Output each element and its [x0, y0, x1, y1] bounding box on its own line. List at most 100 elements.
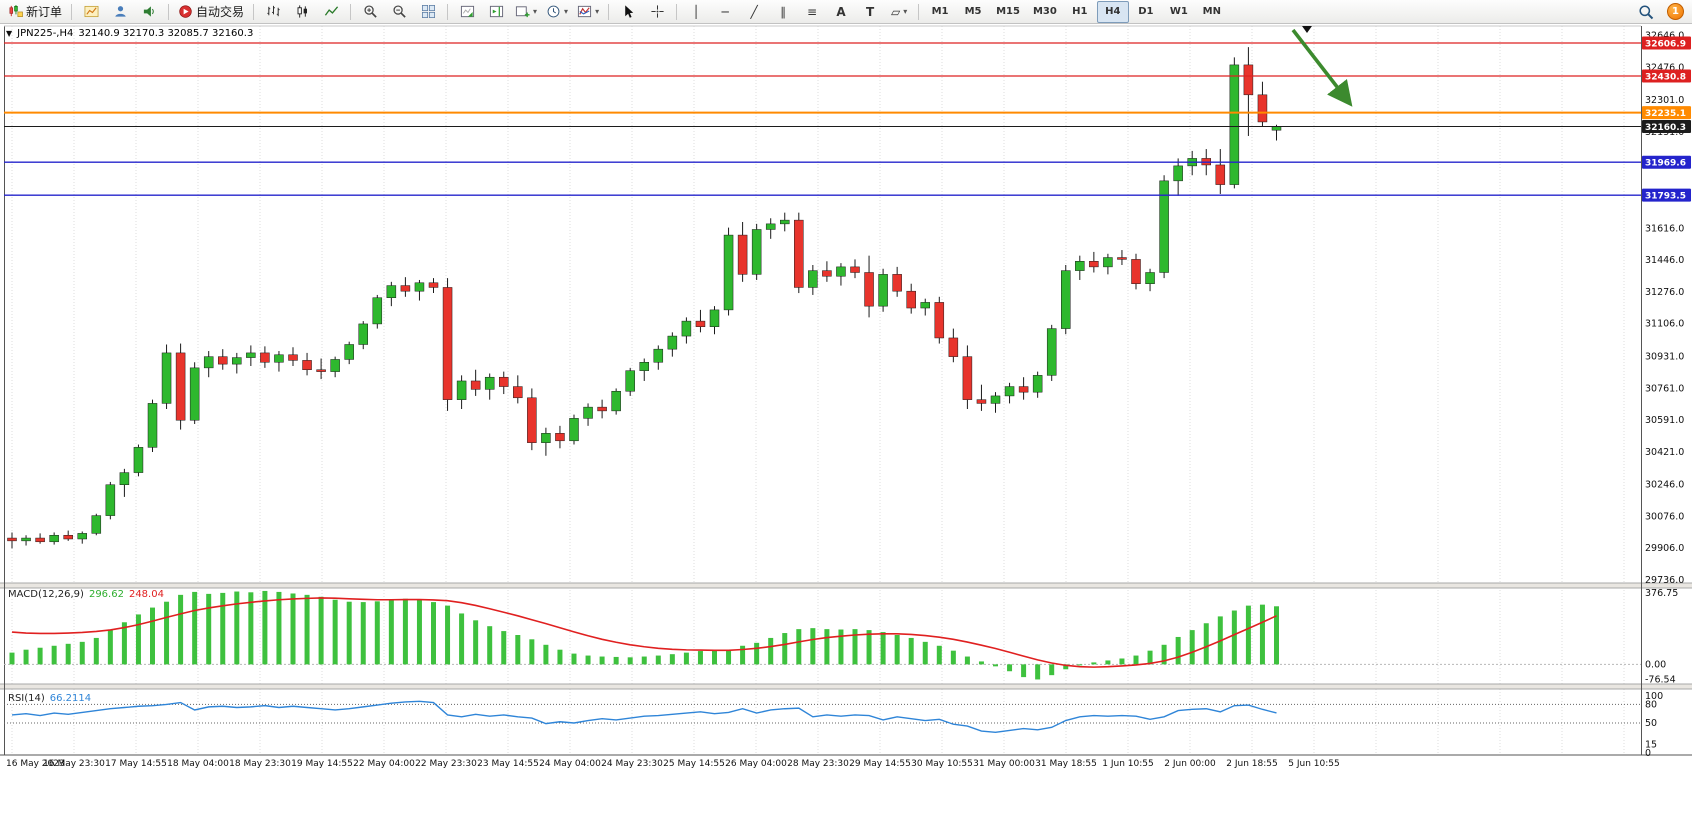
arrows-button[interactable]: ▱ ▾ [885, 1, 913, 23]
new-chart-button[interactable]: ▾ [511, 1, 541, 23]
svg-text:30421.0: 30421.0 [1645, 447, 1684, 458]
toolbar-separator [608, 3, 610, 20]
zoom-out-button[interactable] [385, 1, 413, 23]
timeframe-m1[interactable]: M1 [924, 1, 956, 23]
indicators-button[interactable]: ▾ [573, 1, 603, 23]
svg-text:24 May 04:00: 24 May 04:00 [539, 759, 601, 769]
horizontal-line-icon: ─ [721, 4, 729, 19]
indicators-icon [577, 4, 592, 19]
alerts-button[interactable] [135, 1, 163, 23]
new-order-button-label: 新订单 [26, 5, 63, 19]
trend-arrow-annotation[interactable] [1291, 26, 1353, 107]
chart-shift-icon [489, 4, 504, 19]
cursor-icon [621, 4, 636, 19]
profile-icon [113, 4, 128, 19]
svg-text:29 May 14:55: 29 May 14:55 [849, 759, 911, 769]
svg-text:80: 80 [1645, 699, 1657, 710]
macd-pane [4, 590, 1641, 680]
periods-button[interactable]: ▾ [542, 1, 572, 23]
one-click-trading-icon[interactable]: ▼ [6, 28, 13, 38]
svg-text:31793.5: 31793.5 [1645, 192, 1686, 202]
new-order-icon [8, 4, 23, 19]
zoom-in-button[interactable] [356, 1, 384, 23]
autotrade-button-label: 自动交易 [196, 5, 245, 19]
timeframe-m15-label: M15 [996, 6, 1020, 17]
timeframe-m30[interactable]: M30 [1027, 1, 1063, 23]
label-button[interactable]: T [856, 1, 884, 23]
new-order-button[interactable]: 新订单 [4, 1, 66, 23]
timeframe-h4[interactable]: H4 [1096, 0, 1129, 23]
svg-text:15: 15 [1645, 740, 1657, 751]
svg-text:32430.8: 32430.8 [1645, 72, 1686, 82]
resistance-line-2-tag: 32430.8 [1642, 69, 1691, 83]
crosshair-button[interactable] [643, 1, 671, 23]
profiles-button[interactable] [106, 1, 134, 23]
vertical-line-button[interactable]: │ [682, 1, 710, 23]
fibonacci-button[interactable]: ≡ [798, 1, 826, 23]
chart-header: ▼ JPN225-,H4 32140.9 32170.3 32085.7 321… [6, 28, 253, 39]
svg-text:32235.1: 32235.1 [1645, 109, 1686, 119]
line-chart-icon [324, 4, 339, 19]
horizontal-line-button[interactable]: ─ [711, 1, 739, 23]
timeframe-h1[interactable]: H1 [1064, 1, 1096, 23]
auto-scroll-button[interactable] [453, 1, 481, 23]
macd-name: MACD(12,26,9) [8, 589, 84, 600]
macd-indicator-label: MACD(12,26,9) 296.62 248.04 [8, 589, 164, 600]
timeframe-mn[interactable]: MN [1196, 1, 1228, 23]
svg-text:28 May 23:30: 28 May 23:30 [787, 759, 849, 769]
macd-main-value: 296.62 [88, 589, 124, 600]
chart-shift-button[interactable] [482, 1, 510, 23]
symbol-period-label: JPN225-,H4 [17, 28, 74, 39]
autotrade-button[interactable]: 自动交易 [174, 1, 248, 23]
svg-text:2 Jun 18:55: 2 Jun 18:55 [1226, 759, 1277, 769]
text-button[interactable]: A [827, 1, 855, 23]
svg-text:50: 50 [1645, 718, 1657, 729]
tile-windows-button[interactable] [414, 1, 442, 23]
price-tags: 32606.9 32430.8 32235.1 32160.3 31969.6 31793… [1642, 36, 1691, 202]
timeframe-m1-label: M1 [931, 6, 949, 17]
sound-icon [142, 4, 157, 19]
support-line-2-tag: 31793.5 [1642, 188, 1691, 202]
bar-chart-button[interactable] [259, 1, 287, 23]
svg-text:32301.0: 32301.0 [1645, 95, 1684, 106]
timeframe-m5[interactable]: M5 [957, 1, 989, 23]
object-anchor-marker[interactable] [1302, 26, 1312, 33]
svg-text:30931.0: 30931.0 [1645, 351, 1684, 362]
dropdown-arrow-icon: ▾ [564, 7, 569, 16]
trendline-icon: ╱ [750, 4, 758, 19]
svg-text:0.00: 0.00 [1645, 659, 1666, 670]
notifications-badge[interactable]: 1 [1667, 3, 1684, 20]
vertical-line-icon: │ [692, 4, 700, 19]
toolbar-separator [168, 3, 170, 20]
toolbar-separator [447, 3, 449, 20]
line-chart-button[interactable] [317, 1, 345, 23]
trendline-button[interactable]: ╱ [740, 1, 768, 23]
timeframe-w1[interactable]: W1 [1163, 1, 1195, 23]
svg-text:31 May 00:00: 31 May 00:00 [973, 759, 1035, 769]
toolbar-separator [253, 3, 255, 20]
toolbar-separator [918, 3, 920, 20]
cursor-button[interactable] [614, 1, 642, 23]
svg-text:29906.0: 29906.0 [1645, 543, 1684, 554]
equidistant-channel-button[interactable]: ∥ [769, 1, 797, 23]
search-button[interactable] [1632, 1, 1660, 23]
timeframe-m15[interactable]: M15 [990, 1, 1026, 23]
rsi-value: 66.2114 [49, 693, 92, 704]
search-icon [1638, 4, 1654, 20]
svg-text:31106.0: 31106.0 [1645, 319, 1684, 330]
svg-text:100: 100 [1645, 691, 1663, 702]
candlestick-chart-button[interactable] [288, 1, 316, 23]
dropdown-arrow-icon: ▾ [595, 7, 600, 16]
svg-text:30761.0: 30761.0 [1645, 383, 1684, 394]
charts-button[interactable] [77, 1, 105, 23]
timeframe-d1[interactable]: D1 [1130, 1, 1162, 23]
svg-text:2 Jun 00:00: 2 Jun 00:00 [1164, 759, 1216, 769]
timeframe-h4-label: H4 [1105, 6, 1121, 17]
price-scale[interactable]: 32646.032476.032301.032131.031961.031791… [1645, 31, 1684, 759]
svg-text:24 May 23:30: 24 May 23:30 [601, 759, 663, 769]
svg-text:31616.0: 31616.0 [1645, 223, 1684, 234]
label-icon: T [865, 4, 875, 19]
svg-text:22 May 23:30: 22 May 23:30 [415, 759, 477, 769]
